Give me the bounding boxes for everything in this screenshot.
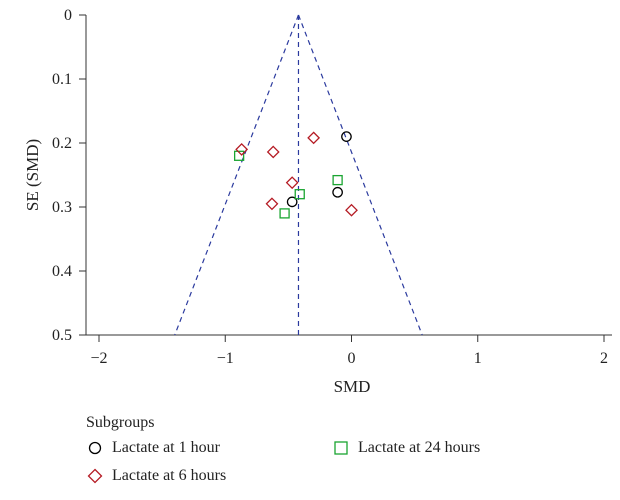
y-tick-label: 0 (64, 7, 72, 24)
legend-item-lactate-6-hours: Lactate at 6 hours (86, 464, 332, 488)
y-tick-label: 0.5 (52, 327, 72, 344)
data-point-diamond (307, 131, 321, 145)
data-point-diamond (285, 176, 299, 190)
legend-title: Subgroups (86, 414, 155, 431)
legend-item-lactate-1-hour: Lactate at 1 hour (86, 436, 332, 460)
legend-label: Lactate at 24 hours (358, 439, 481, 456)
funnel-right-limit (297, 14, 423, 336)
y-axis-ticks: 0 0.1 0.2 0.3 0.4 0.5 (52, 7, 86, 344)
data-point-circle (341, 131, 352, 142)
data-point-circle (286, 196, 298, 208)
data-point-diamond (235, 142, 249, 156)
legend: Subgroups Lactate at 1 hour Lactate at 2… (86, 410, 606, 488)
x-tick-label: 2 (600, 350, 608, 367)
legend-label: Lactate at 6 hours (112, 467, 227, 484)
data-point-diamond (265, 197, 279, 211)
x-tick-label: −1 (217, 350, 234, 367)
circle-marker-icon (88, 441, 102, 455)
data-point-square (279, 208, 290, 219)
x-tick-label: 0 (348, 350, 356, 367)
y-tick-label: 0.2 (52, 135, 72, 152)
square-marker-icon (334, 441, 348, 455)
funnel-left-limit (174, 14, 300, 336)
data-point-diamond (266, 145, 280, 159)
data-point-diamond (345, 203, 358, 217)
data-points (233, 131, 358, 219)
data-point-circle (332, 186, 343, 198)
legend-label: Lactate at 1 hour (112, 439, 220, 456)
diamond-marker-icon (87, 468, 103, 484)
x-axis-title: SMD (334, 377, 371, 396)
data-point-square (332, 174, 343, 186)
legend-items: Lactate at 1 hour Lactate at 24 hours La… (86, 436, 606, 488)
y-tick-label: 0.3 (52, 199, 72, 216)
y-axis-title: SE (SMD) (23, 139, 42, 211)
x-tick-label: 1 (474, 350, 482, 367)
funnel-plot-svg: 0 0.1 0.2 0.3 0.4 0.5 −2 −1 0 1 2 SMD SE (SMD) (23, 7, 612, 396)
x-axis-ticks: −2 −1 0 1 2 (90, 335, 608, 367)
data-point-square (294, 189, 305, 200)
funnel-lines (174, 14, 423, 336)
data-point-square (233, 150, 245, 161)
legend-item-lactate-24-hours: Lactate at 24 hours (332, 436, 592, 460)
y-tick-label: 0.4 (52, 263, 72, 280)
y-tick-label: 0.1 (52, 71, 72, 88)
x-tick-label: −2 (90, 350, 107, 367)
